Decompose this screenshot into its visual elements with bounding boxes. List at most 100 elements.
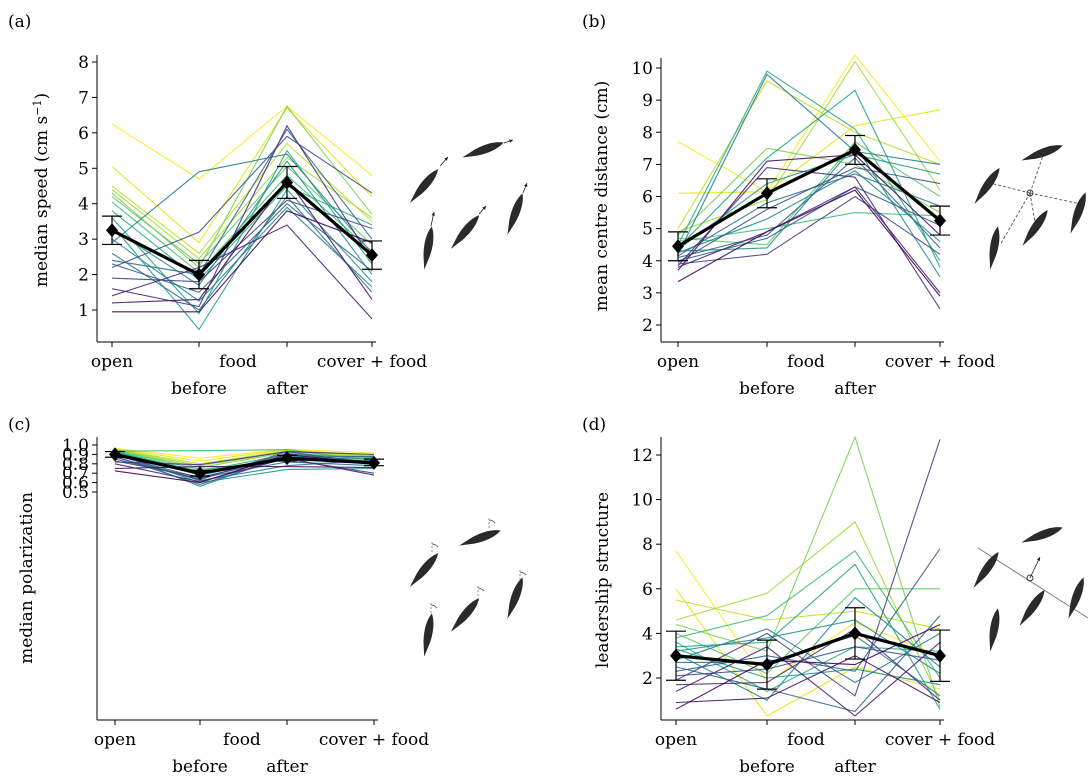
- fish-icon: [450, 598, 480, 632]
- mean-point: [368, 455, 380, 470]
- arrow-head: [444, 157, 448, 161]
- fish-icon: [1070, 192, 1086, 234]
- cat-after-c: after: [266, 757, 308, 777]
- series-line: [675, 521, 941, 701]
- cat-before-c: before: [172, 757, 228, 777]
- centroid-marker: [1026, 189, 1034, 197]
- series-line: [677, 80, 941, 229]
- fish-icon: [423, 613, 434, 657]
- mean-point: [281, 451, 293, 466]
- cat-before-d: before: [739, 757, 795, 777]
- panel-label-b: (b): [582, 12, 606, 32]
- cat-after-d: after: [834, 757, 876, 777]
- distance-line: [1029, 149, 1046, 194]
- series-line: [111, 128, 373, 276]
- series-line: [675, 439, 941, 697]
- y-tick-label: 5: [642, 220, 653, 240]
- ylabel-c: median polarization: [17, 492, 37, 664]
- chart-median-polarization: 0.50.60.70.80.91.0: [62, 436, 384, 725]
- y-tick-label: 6: [642, 580, 653, 600]
- series-line: [114, 455, 375, 486]
- centroid-marker: [1026, 574, 1034, 582]
- fish-icon: [423, 226, 434, 270]
- series-line: [112, 210, 373, 313]
- fish-body: [459, 530, 501, 546]
- arrow-head: [482, 206, 486, 210]
- angle-arc: [431, 543, 439, 548]
- fish-icon: [462, 142, 504, 158]
- series-line: [675, 646, 941, 677]
- panel-label-d: (d): [582, 415, 606, 435]
- series-line: [677, 212, 941, 243]
- mean-point: [934, 213, 946, 228]
- mean-point: [761, 186, 773, 201]
- fish-icon: [450, 215, 480, 249]
- series-line: [111, 206, 373, 302]
- panel-label-c: (c): [8, 415, 31, 435]
- series-line: [677, 54, 941, 193]
- fish-body: [409, 169, 439, 203]
- series-line: [111, 199, 373, 283]
- series-line: [677, 73, 941, 255]
- fish-leadership-schematic-icon: [973, 527, 1088, 652]
- series-line: [675, 550, 941, 684]
- chart-median-speed: 1 2 3 4 5 6 7 8: [78, 53, 382, 347]
- fish-body: [1022, 209, 1048, 247]
- angle-arc: [477, 587, 485, 592]
- series-line: [675, 588, 940, 675]
- direction-arrow: [1029, 556, 1041, 579]
- y-tick-label: 7: [642, 155, 653, 175]
- series-line: [675, 599, 941, 630]
- fish-body: [507, 193, 523, 235]
- distance-line: [989, 182, 1031, 194]
- angle-arc: [519, 571, 527, 576]
- y-tick-label: 0.7: [62, 464, 89, 484]
- fish-body: [973, 551, 999, 589]
- mean-point: [672, 239, 684, 254]
- y-tick-label: 12: [631, 446, 653, 466]
- series-line: [114, 451, 375, 472]
- y-tick-label: 6: [78, 124, 89, 144]
- fish-icon: [459, 530, 501, 546]
- distance-line: [999, 192, 1031, 246]
- series-line: [677, 186, 941, 294]
- mean-line: [111, 180, 374, 277]
- mean-point: [193, 267, 205, 282]
- arrow-head: [509, 139, 513, 143]
- cat-food-b: food: [787, 352, 825, 372]
- fish-centre-distance-schematic-icon: [974, 145, 1086, 270]
- mean-point: [849, 142, 861, 157]
- fish-icon: [1021, 145, 1063, 161]
- panel-label-a: (a): [8, 12, 31, 32]
- fish-body: [409, 553, 439, 587]
- mean-point: [366, 248, 378, 263]
- series-line: [677, 195, 941, 265]
- angle-arc: [488, 519, 496, 524]
- y-tick-label: 6: [642, 188, 653, 208]
- y-tick-label: 4: [642, 624, 653, 644]
- mean-point: [670, 648, 682, 663]
- series-line: [675, 628, 941, 701]
- cat-coverfood-c: cover + food: [319, 730, 429, 750]
- series-line: [111, 107, 373, 244]
- series-line: [675, 435, 941, 708]
- mean-point: [109, 447, 121, 462]
- y-tick-label: 0.8: [62, 455, 89, 475]
- y-tick-label: 2: [642, 316, 653, 336]
- y-tick-label: 8: [642, 123, 653, 143]
- series-line: [677, 147, 941, 236]
- ylabel-d: leadership structure: [593, 492, 613, 668]
- y-tick-label: 4: [78, 195, 89, 215]
- cat-open-d: open: [655, 730, 697, 750]
- fish-body: [1019, 589, 1045, 627]
- y-tick-label: 3: [78, 230, 89, 250]
- distance-line: [1029, 192, 1036, 223]
- y-tick-label: 0.5: [62, 483, 89, 503]
- cat-coverfood-d: cover + food: [885, 730, 995, 750]
- series-line: [677, 189, 941, 297]
- fish-icon: [507, 193, 523, 235]
- y-tick-label: 8: [642, 535, 653, 555]
- fish-icon: [507, 577, 523, 619]
- cat-food-c: food: [223, 730, 261, 750]
- fish-icon: [989, 608, 1000, 652]
